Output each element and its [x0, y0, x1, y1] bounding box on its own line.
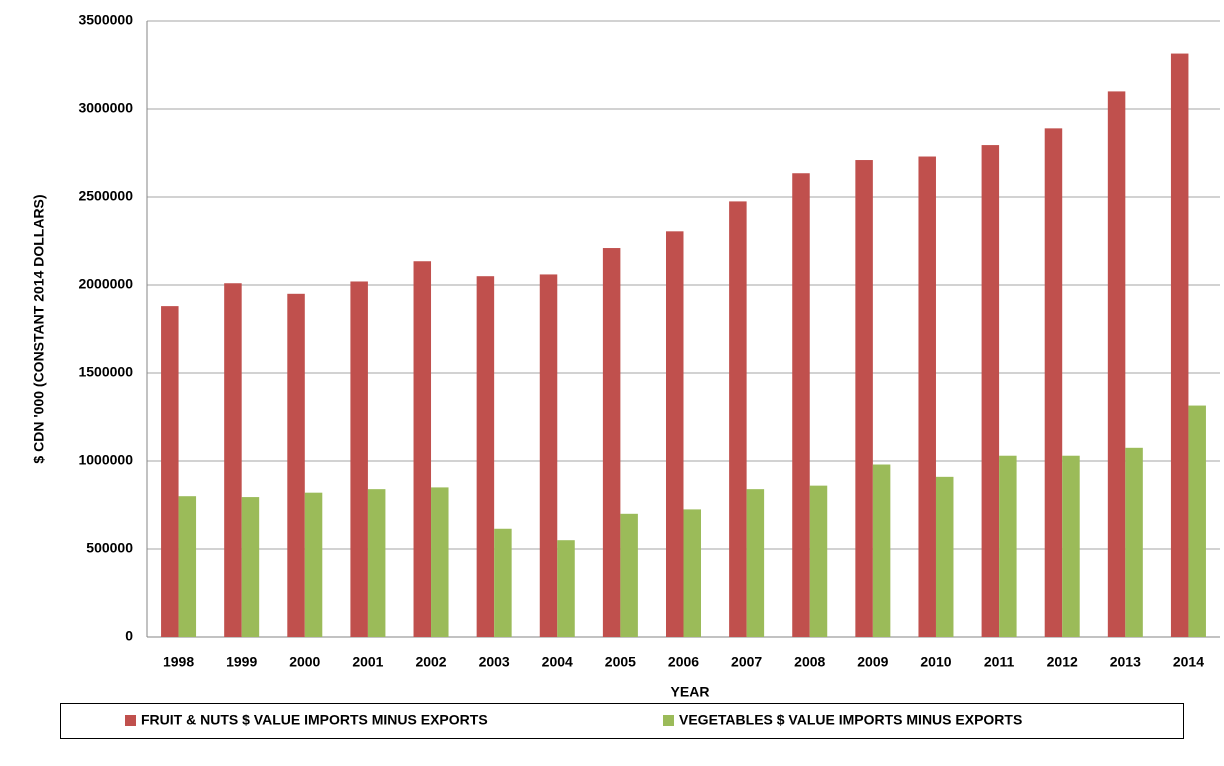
legend-box: [60, 703, 1184, 739]
bar: [350, 281, 368, 637]
bar: [161, 306, 179, 637]
x-tick-label: 2006: [668, 654, 699, 670]
y-tick-label: 1000000: [78, 452, 133, 468]
bar: [981, 145, 1000, 637]
x-tick-label: 2014: [1173, 654, 1204, 670]
bar: [1188, 405, 1206, 637]
bar: [476, 276, 495, 637]
x-tick-label: 2001: [352, 654, 383, 670]
bar: [809, 485, 828, 637]
bar: [855, 160, 873, 638]
x-tick-label: 2010: [920, 654, 951, 670]
x-tick-label: 1998: [163, 654, 194, 670]
y-tick-label: 2500000: [78, 188, 133, 204]
x-tick-label: 2005: [605, 654, 636, 670]
x-tick-label: 2012: [1047, 654, 1078, 670]
x-tick-label: 2009: [857, 654, 888, 670]
bar: [620, 513, 638, 637]
bar: [178, 496, 197, 637]
bar: [872, 464, 891, 637]
bar: [1125, 447, 1143, 637]
bar: [539, 274, 558, 637]
legend-swatch: [663, 715, 674, 726]
bar: [1107, 91, 1126, 637]
y-tick-label: 500000: [86, 540, 133, 556]
bar: [666, 231, 684, 637]
bar: [935, 476, 954, 637]
bar: [431, 487, 449, 637]
legend-label: VEGETABLES $ VALUE IMPORTS MINUS EXPORTS: [679, 712, 1022, 728]
x-tick-label: 2004: [542, 654, 573, 670]
y-tick-label: 3500000: [78, 12, 133, 28]
bar: [413, 261, 432, 637]
legend-label: FRUIT & NUTS $ VALUE IMPORTS MINUS EXPOR…: [141, 712, 488, 728]
bar: [241, 497, 260, 637]
bar: [918, 156, 936, 637]
bar: [746, 489, 765, 637]
x-tick-label: 2011: [984, 654, 1015, 670]
bar: [287, 293, 305, 637]
x-tick-label: 2003: [479, 654, 510, 670]
bar: [557, 540, 575, 637]
x-tick-label: 2000: [289, 654, 320, 670]
bar: [1044, 128, 1063, 638]
bar: [224, 283, 242, 637]
bar: [683, 509, 701, 637]
bar: [999, 455, 1017, 637]
bar: [304, 492, 323, 637]
x-tick-label: 1999: [226, 654, 257, 670]
y-tick-label: 3000000: [78, 100, 133, 116]
bar: [367, 489, 386, 637]
legend-swatch: [125, 715, 136, 726]
y-axis-label: $ CDN '000 (CONSTANT 2014 DOLLARS): [31, 194, 47, 463]
x-tick-label: 2013: [1110, 654, 1141, 670]
bar: [1062, 455, 1080, 637]
bar: [1170, 53, 1189, 638]
x-tick-label: 2007: [731, 654, 762, 670]
x-tick-label: 2002: [415, 654, 446, 670]
x-axis-label: YEAR: [671, 684, 710, 700]
bar: [494, 528, 512, 637]
bar: [792, 173, 810, 638]
bar: [729, 201, 747, 637]
y-tick-label: 2000000: [78, 276, 133, 292]
x-tick-label: 2008: [794, 654, 825, 670]
bar: [602, 248, 621, 638]
y-tick-label: 1500000: [78, 364, 133, 380]
y-tick-label: 0: [125, 628, 133, 644]
